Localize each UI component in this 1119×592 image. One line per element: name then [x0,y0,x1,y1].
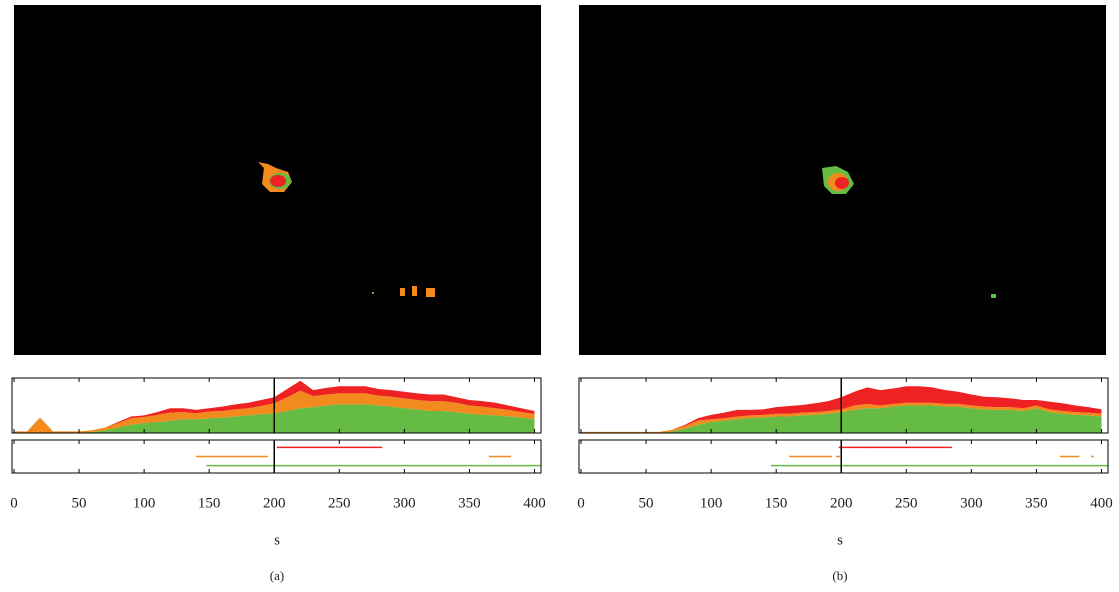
blob [426,288,435,297]
x-tick-label: 150 [198,495,221,511]
blob [372,292,374,294]
caption: (a) [270,568,284,583]
plot-frame [579,440,1108,473]
x-axis-label: s [274,532,280,548]
x-tick-label: 400 [1090,495,1113,511]
x-tick-label: 200 [263,495,286,511]
x-tick-label: 250 [328,495,351,511]
x-tick-label: 150 [765,495,788,511]
plot-frame [12,440,541,473]
x-tick-label: 300 [393,495,416,511]
blob [835,177,849,189]
x-tick-label: 100 [700,495,723,511]
x-tick-label: 50 [639,495,654,511]
x-axis-label: s [837,532,843,548]
x-tick-label: 50 [72,495,87,511]
x-tick-label: 250 [895,495,918,511]
figure: 0 50 100 150 200 250 300 350 400 s (a) 0 50 100 150 200… [0,0,1119,592]
image-a [14,5,541,355]
x-tick-label: 0 [577,495,585,511]
image-b [579,5,1106,355]
caption: (b) [832,568,847,583]
blob [270,175,286,187]
x-tick-label: 350 [458,495,481,511]
x-tick-label: 400 [523,495,546,511]
blob [412,286,417,296]
x-tick-label: 0 [10,495,18,511]
x-tick-label: 350 [1025,495,1048,511]
x-tick-label: 200 [830,495,853,511]
x-tick-label: 300 [960,495,983,511]
page: 0 50 100 150 200 250 300 350 400 s (a) 0 50 100 150 200… [0,0,1119,592]
blob [991,294,996,298]
x-tick-label: 100 [133,495,156,511]
blob [400,288,405,296]
